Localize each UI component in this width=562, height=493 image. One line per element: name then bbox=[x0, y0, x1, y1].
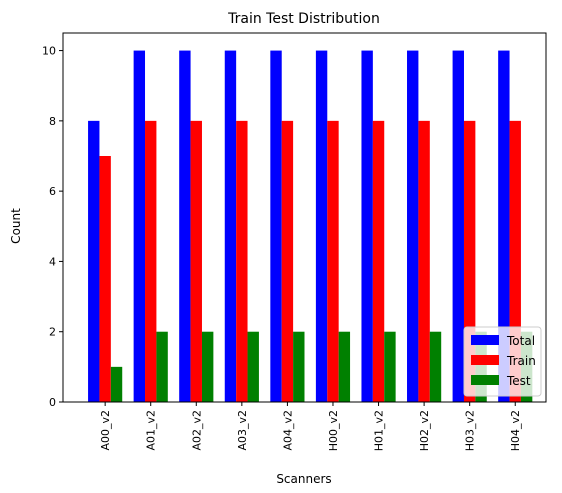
x-tick-label: A00_v2 bbox=[99, 410, 112, 451]
y-tick-label: 6 bbox=[49, 185, 56, 198]
bar-test-a04_v2 bbox=[293, 331, 305, 402]
bar-train-h00_v2 bbox=[327, 120, 339, 403]
bar-total-a01_v2 bbox=[133, 50, 146, 402]
bar-test-h02_v2 bbox=[429, 331, 442, 402]
y-axis-label: Count bbox=[9, 208, 23, 244]
bar-train-h03_v2 bbox=[463, 120, 476, 403]
bar-train-h04_v2 bbox=[509, 120, 521, 403]
legend-label-total: Total bbox=[506, 334, 535, 348]
bar-total-h02_v2 bbox=[407, 50, 419, 402]
x-tick-label: H02_v2 bbox=[418, 410, 431, 451]
x-tick-label: A03_v2 bbox=[236, 410, 249, 451]
bar-test-h01_v2 bbox=[384, 331, 396, 402]
bar-total-h03_v2 bbox=[452, 50, 464, 402]
x-tick-label: A04_v2 bbox=[281, 410, 294, 451]
x-axis-label: Scanners bbox=[276, 472, 331, 486]
plot-frame bbox=[62, 32, 547, 403]
legend-swatch-total bbox=[471, 335, 499, 345]
y-axis: 0 2 4 6 8 10 bbox=[42, 45, 63, 409]
y-tick-label: 4 bbox=[49, 255, 56, 268]
bar-total-h00_v2 bbox=[315, 50, 328, 402]
legend-label-train: Train bbox=[506, 354, 536, 368]
x-axis: A00_v2 A01_v2 A02_v2 A03_v2 A04_v2 H00_v2 H01_… bbox=[99, 402, 522, 451]
legend-swatch-test bbox=[471, 375, 499, 385]
chart-title: Train Test Distribution bbox=[227, 11, 380, 27]
bar-total-a03_v2 bbox=[224, 50, 237, 402]
legend: Total Train Test bbox=[463, 326, 542, 397]
x-tick-label: H04_v2 bbox=[509, 410, 522, 451]
bar-total-a00_v2 bbox=[88, 120, 100, 403]
bar-test-a03_v2 bbox=[247, 331, 259, 402]
bar-train-a04_v2 bbox=[281, 120, 294, 403]
bar-train-a03_v2 bbox=[236, 120, 248, 403]
bar-total-h01_v2 bbox=[361, 50, 373, 402]
y-tick-label: 0 bbox=[49, 396, 56, 409]
y-tick-label: 10 bbox=[42, 45, 56, 58]
x-tick-label: A02_v2 bbox=[190, 410, 203, 451]
bar-total-h04_v2 bbox=[498, 50, 510, 402]
bar-test-a01_v2 bbox=[156, 331, 168, 402]
x-tick-label: H01_v2 bbox=[373, 410, 386, 451]
x-tick-label: H03_v2 bbox=[464, 410, 477, 451]
legend-swatch-train bbox=[471, 355, 499, 365]
legend-label-test: Test bbox=[506, 374, 531, 388]
bar-train-a02_v2 bbox=[190, 120, 202, 403]
bar-total-a02_v2 bbox=[179, 50, 191, 402]
bar-test-h00_v2 bbox=[338, 331, 351, 402]
bar-train-h01_v2 bbox=[372, 120, 385, 403]
bar-train-h02_v2 bbox=[418, 120, 430, 403]
bar-total-a04_v2 bbox=[270, 50, 282, 402]
bar-train-a01_v2 bbox=[145, 120, 157, 403]
x-tick-label: A01_v2 bbox=[145, 410, 158, 451]
bar-test-a02_v2 bbox=[201, 331, 214, 402]
y-tick-label: 2 bbox=[49, 326, 56, 339]
bar-test-a00_v2 bbox=[110, 366, 123, 402]
x-tick-label: H00_v2 bbox=[327, 410, 340, 451]
y-tick-label: 8 bbox=[49, 115, 56, 128]
bar-train-a00_v2 bbox=[99, 156, 111, 402]
